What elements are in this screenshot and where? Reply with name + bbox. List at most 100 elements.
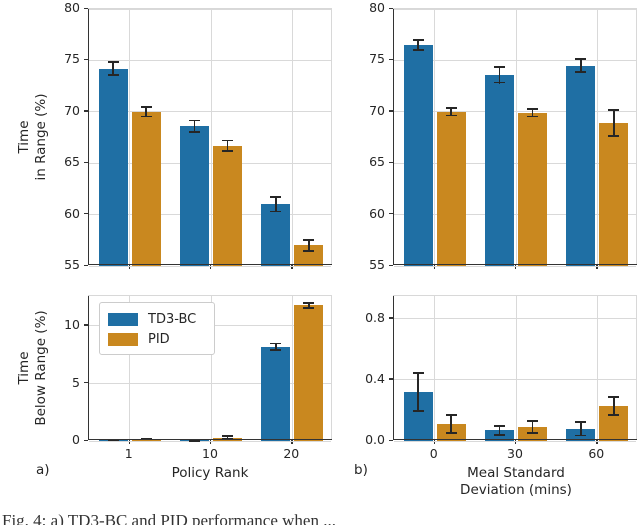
error-bar-cap: [445, 114, 457, 117]
error-bar-cap: [107, 61, 119, 64]
error-bar-cap: [608, 135, 620, 137]
x-tick-label: 30: [507, 446, 523, 461]
error-bar: [612, 109, 615, 137]
bar-td3-bc: [261, 204, 291, 266]
error-bar: [531, 420, 534, 435]
caption-clipped: Fig. 4: a) TD3-BC and PID performance wh…: [2, 509, 638, 525]
y-tick-label: 70: [369, 102, 385, 118]
gridline: [515, 9, 517, 264]
y-tick-label: 65: [64, 154, 80, 170]
x-tick-mark: [291, 440, 293, 444]
bar-td3-bc: [485, 74, 514, 266]
y-tick-mark: [389, 264, 393, 266]
y-tick-label: 0.4: [365, 370, 385, 386]
error-bar-cap: [140, 115, 152, 118]
gridline: [89, 265, 331, 267]
bar-td3-bc: [566, 65, 596, 266]
y-tick-mark: [84, 213, 88, 215]
bar-pid: [294, 305, 324, 441]
y-tick-label: 80: [369, 0, 385, 15]
bar-pid: [518, 427, 547, 441]
x-tick-mark: [515, 440, 517, 444]
error-bar-cap: [107, 74, 119, 76]
y-axis-label-line: Time: [16, 120, 32, 154]
x-axis-label-line: Meal Standard: [467, 465, 565, 481]
gridline: [129, 296, 131, 439]
error-bar-cap: [575, 58, 587, 61]
gridline: [394, 111, 636, 113]
error-bar: [579, 58, 582, 73]
y-axis-label-line: Time: [16, 351, 32, 385]
x-tick-mark: [128, 440, 131, 444]
gridline: [394, 318, 636, 320]
error-bar: [226, 139, 229, 152]
error-bar-cap: [608, 414, 620, 416]
x-tick-mark: [210, 265, 212, 269]
panel-label-b: b): [354, 462, 368, 478]
gridline: [515, 296, 517, 439]
error-bar-cap: [608, 109, 620, 111]
error-bar: [193, 119, 196, 133]
error-bar-cap: [494, 66, 505, 68]
gridline: [291, 9, 293, 264]
error-bar: [307, 238, 310, 253]
y-tick-label: 60: [64, 205, 80, 221]
error-bar: [579, 421, 582, 437]
error-bar-cap: [303, 250, 315, 253]
y-tick-label: 0.0: [365, 432, 385, 447]
x-tick-mark: [210, 440, 212, 444]
error-bar: [450, 414, 453, 435]
error-bar-cap: [270, 210, 282, 213]
gridline: [89, 8, 331, 10]
axis-spine-left: [88, 296, 90, 439]
x-tick-label: 1: [124, 446, 133, 461]
y-tick-label: 0.8: [365, 309, 385, 325]
gridline: [394, 8, 636, 10]
gridline: [89, 162, 331, 164]
gridline: [89, 440, 331, 442]
y-tick-label: 70: [64, 102, 80, 118]
error-bar-cap: [445, 107, 457, 109]
gridline: [394, 162, 636, 164]
y-tick-mark: [389, 317, 393, 319]
gridline: [434, 296, 436, 439]
x-tick-mark: [291, 265, 293, 269]
x-axis-label-meal-sd: Meal Standard Deviation (mins): [460, 465, 572, 499]
error-bar-cap: [527, 432, 538, 435]
y-tick-mark: [84, 58, 88, 61]
error-bar-cap: [222, 139, 233, 142]
x-tick-mark: [128, 265, 131, 269]
y-tick-mark: [84, 439, 88, 441]
x-tick-label: 20: [283, 446, 300, 461]
y-tick-mark: [389, 378, 393, 380]
y-tick-label: 60: [369, 205, 385, 221]
bar-pid: [599, 123, 629, 266]
error-bar-cap: [412, 49, 424, 52]
gridline: [394, 379, 636, 381]
error-bar: [274, 196, 277, 213]
y-tick-label: 80: [64, 0, 80, 15]
error-bar-cap: [527, 420, 538, 423]
error-bar-cap: [222, 435, 233, 437]
bar-td3-bc: [98, 68, 128, 266]
gridline: [210, 296, 212, 439]
y-tick-mark: [389, 110, 393, 112]
error-bar-cap: [575, 434, 587, 437]
error-bar-cap: [303, 306, 315, 309]
error-bar-cap: [222, 150, 233, 152]
x-axis-label-policy-rank: Policy Rank: [172, 465, 249, 482]
y-tick-mark: [389, 161, 393, 164]
x-axis-label-line: Policy Rank: [171, 465, 249, 481]
legend-label: PID: [148, 331, 170, 347]
y-tick-label: 5: [72, 374, 80, 390]
error-bar: [307, 301, 310, 309]
gridline: [434, 9, 436, 264]
x-tick-mark: [596, 265, 598, 269]
y-tick-label: 10: [64, 316, 80, 332]
bar-pid: [131, 111, 161, 266]
error-bar-cap: [494, 425, 505, 427]
error-bar-cap: [303, 301, 315, 304]
axis-spine-bottom: [393, 438, 638, 440]
error-bar: [450, 107, 453, 117]
